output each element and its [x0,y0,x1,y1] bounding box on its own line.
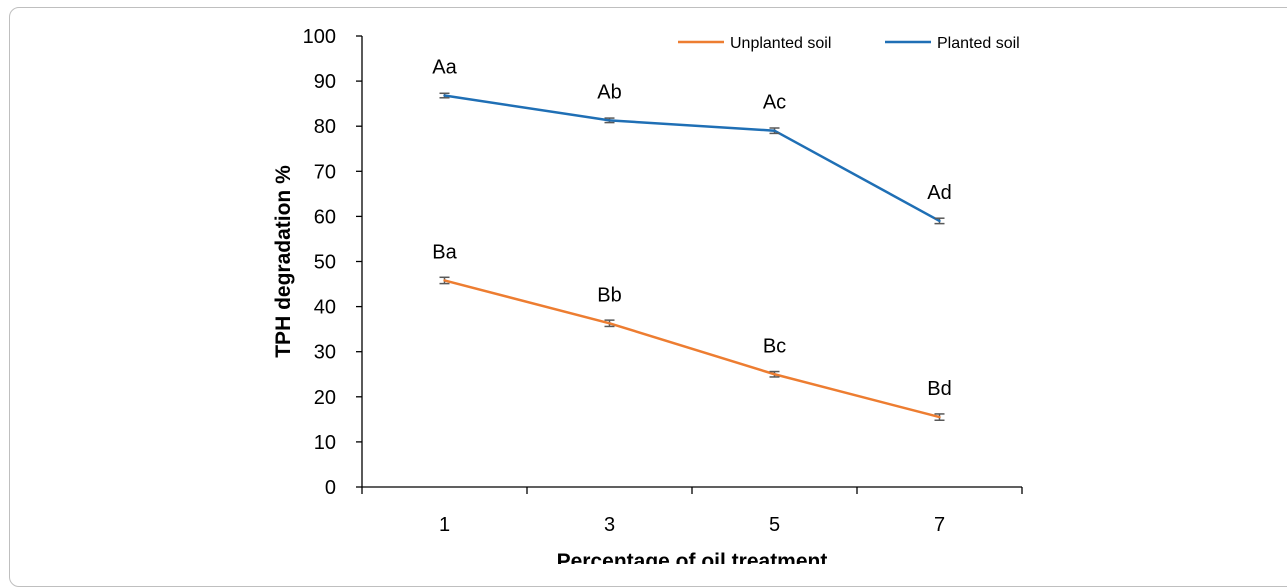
data-label: Bc [763,335,786,357]
legend-item-planted: Planted soil [885,35,1020,52]
x-tick-label: 5 [769,514,780,536]
legend-label: Planted soil [937,35,1020,52]
legend-label: Unplanted soil [730,35,831,52]
series-layer: Ba Bb Bc Bd Aa Ab Ac Ad [432,57,952,422]
y-tick-label: 70 [314,161,336,183]
data-point [938,219,941,223]
y-tick-label: 60 [314,206,336,228]
series-unplanted: Ba Bb Bc Bd [432,241,952,422]
x-tick-label: 3 [604,514,615,536]
data-point [773,129,776,132]
x-axis-title: Percentage of oil treatment [557,550,828,564]
data-label: Bb [597,284,621,306]
data-point [443,94,446,97]
y-tick-label: 50 [314,252,336,274]
data-point [773,373,776,376]
legend: Unplanted soil Planted soil [678,35,1020,52]
y-tick-label: 0 [325,477,336,499]
y-tick-label: 30 [314,342,336,364]
y-tick-label: 10 [314,432,336,454]
data-point [443,279,446,282]
line-chart: 0 10 20 30 40 50 60 70 80 90 100 1 3 5 7 Ba Bb Bc Bd Aa Ab… [272,26,1023,564]
x-tick-label: 7 [934,514,945,536]
data-label: Ba [432,241,457,263]
y-tick-label: 80 [314,116,336,138]
legend-item-unplanted: Unplanted soil [678,35,831,52]
y-tick-label: 90 [314,71,336,93]
y-tick-label: 100 [303,26,336,48]
x-tick-label: 1 [439,514,450,536]
data-point [938,415,941,419]
series-line [444,94,941,223]
series-line [444,279,940,419]
y-axis-ticks: 0 10 20 30 40 50 60 70 80 90 100 [303,26,362,499]
data-label: Ac [763,92,786,114]
series-planted: Aa Ab Ac Ad [432,57,952,225]
data-label: Ad [927,182,951,204]
data-label: Ab [597,81,621,103]
data-point [608,119,611,122]
x-axis-ticks: 1 3 5 7 [361,487,1023,536]
data-label: Aa [432,57,457,79]
y-tick-label: 20 [314,387,336,409]
data-point [608,322,611,325]
y-tick-label: 40 [314,297,336,319]
data-label: Bd [927,378,951,400]
y-axis-title: TPH degradation % [272,165,295,358]
